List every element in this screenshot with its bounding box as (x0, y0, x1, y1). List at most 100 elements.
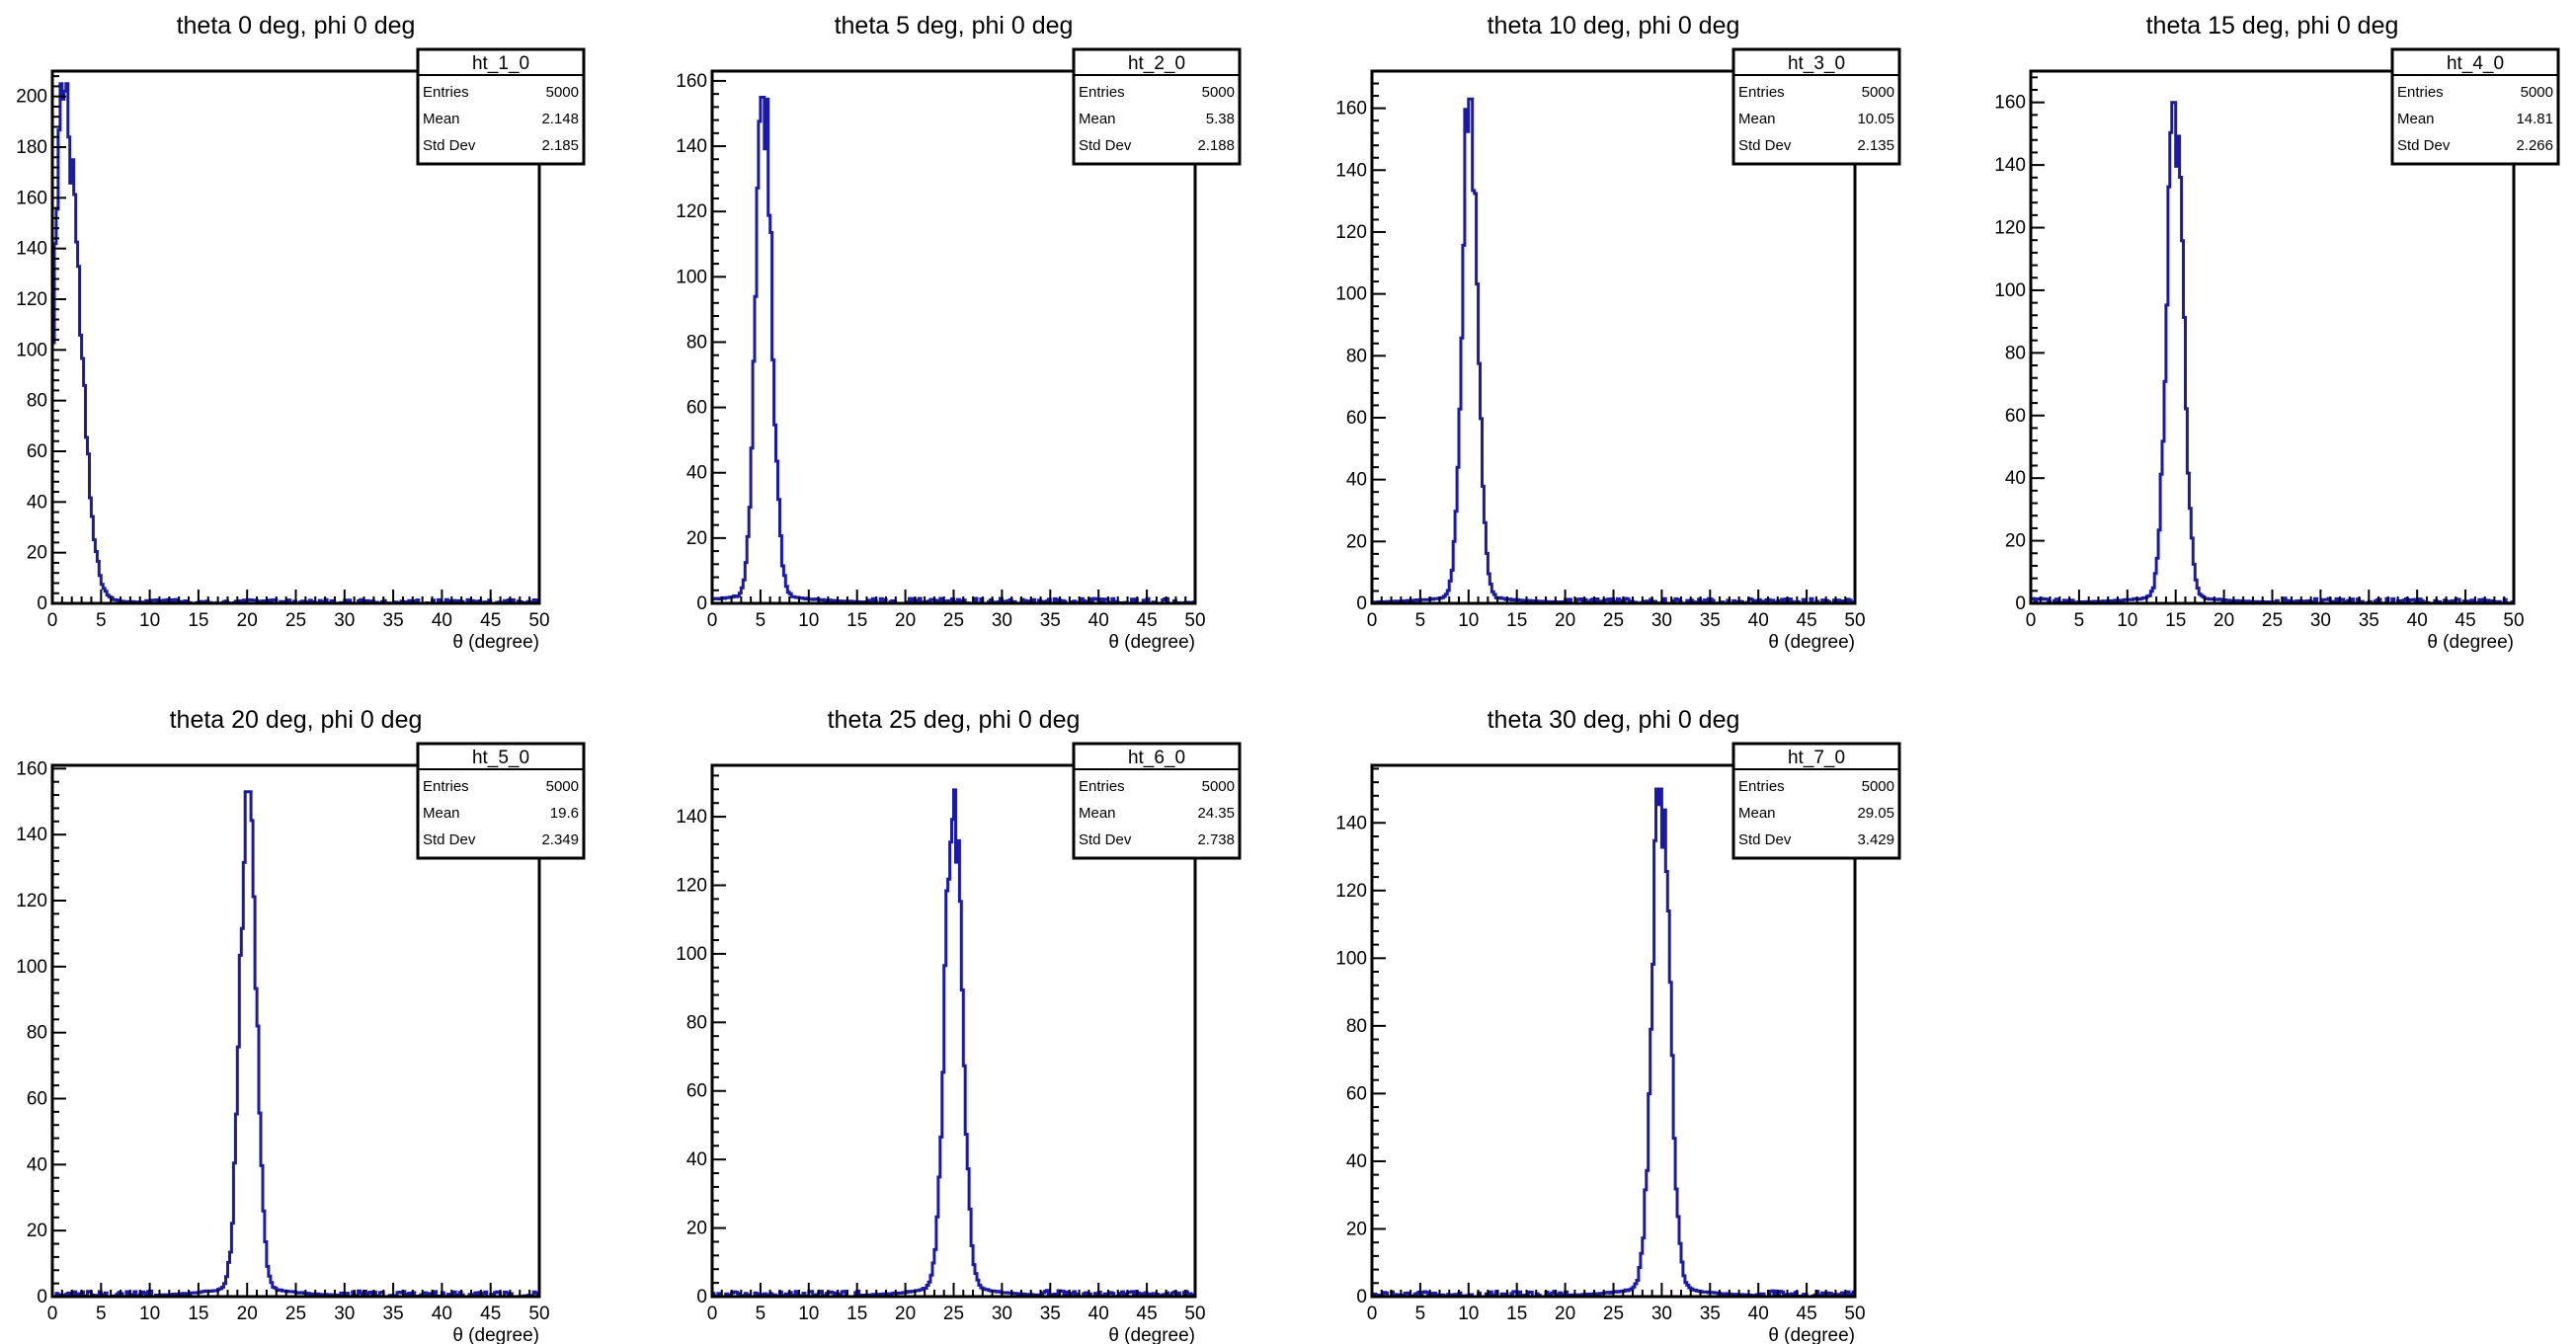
y-tick-label: 160 (16, 758, 47, 779)
y-tick-label: 140 (16, 825, 47, 845)
stat-label: Entries (1079, 778, 1125, 795)
x-tick-label: 35 (383, 1304, 404, 1324)
y-tick-label: 20 (27, 543, 47, 564)
histogram-name: ht_3_0 (1788, 53, 1845, 74)
y-tick-label: 60 (686, 398, 707, 419)
stat-value: 5000 (2521, 84, 2553, 101)
stat-label: Entries (423, 778, 469, 795)
chart-title: theta 10 deg, phi 0 deg (1488, 12, 1740, 40)
stat-value: 5000 (1862, 84, 1894, 101)
y-tick-label: 20 (2005, 531, 2026, 552)
chart-title: theta 30 deg, phi 0 deg (1488, 706, 1740, 734)
y-tick-label: 40 (686, 463, 707, 484)
x-tick-label: 45 (1797, 1304, 1817, 1324)
y-tick-label: 160 (16, 188, 47, 208)
stat-value: 2.148 (541, 111, 579, 127)
x-tick-label: 50 (2503, 610, 2524, 631)
y-tick-label: 40 (1346, 1151, 1367, 1172)
x-tick-label: 40 (1748, 1304, 1769, 1324)
x-tick-label: 15 (846, 1304, 867, 1324)
x-tick-label: 40 (432, 1304, 452, 1324)
x-tick-label: 40 (2407, 610, 2428, 631)
y-tick-label: 140 (676, 807, 707, 828)
y-tick-label: 120 (16, 289, 47, 310)
x-tick-label: 50 (1844, 610, 1865, 631)
y-tick-label: 20 (27, 1221, 47, 1241)
stats-box-frame (1072, 742, 1242, 860)
stat-value: 14.81 (2516, 111, 2553, 127)
x-tick-label: 45 (1797, 610, 1817, 631)
x-tick-label: 5 (756, 1304, 766, 1324)
y-tick-label: 40 (2005, 468, 2026, 489)
y-tick-label: 100 (1335, 284, 1367, 305)
stat-value: 2.266 (2516, 137, 2553, 154)
stat-label: Std Dev (1079, 137, 1132, 154)
histogram-line (710, 788, 1195, 1299)
stats-box-frame (416, 47, 586, 166)
y-tick-label: 60 (1346, 1083, 1367, 1104)
x-tick-label: 25 (285, 610, 306, 631)
x-tick-label: 50 (528, 610, 549, 631)
x-tick-label: 5 (2074, 610, 2085, 631)
chart-title: theta 15 deg, phi 0 deg (2146, 12, 2399, 40)
x-tick-label: 45 (1137, 610, 1158, 631)
histogram-panel-ht_5_0: theta 20 deg, phi 0 deg 0 5 10 15 20 25 30 35 40 4… (16, 706, 586, 1344)
y-tick-label: 140 (1335, 160, 1367, 181)
x-tick-label: 30 (992, 1304, 1012, 1324)
x-tick-label: 50 (1184, 610, 1205, 631)
histogram-panel-ht_3_0: theta 10 deg, phi 0 deg 0 5 10 15 20 25 30 35 40 4… (1335, 12, 1901, 653)
y-tick-label: 160 (676, 71, 707, 92)
y-tick-label: 100 (1335, 948, 1367, 969)
stat-value: 29.05 (1857, 805, 1894, 822)
y-tick-label: 0 (2015, 593, 2026, 614)
x-tick-label: 0 (2026, 610, 2037, 631)
stat-value: 2.185 (541, 137, 579, 154)
stat-value: 2.135 (1857, 137, 1894, 154)
stat-value: 24.35 (1197, 805, 1235, 822)
y-tick-label: 0 (696, 1287, 707, 1307)
x-tick-label: 50 (528, 1304, 549, 1324)
x-tick-label: 0 (47, 1304, 58, 1324)
x-tick-label: 30 (1651, 610, 1672, 631)
stats-box-frame (416, 742, 586, 860)
x-tick-label: 20 (2214, 610, 2234, 631)
x-tick-label: 10 (139, 610, 160, 631)
stat-label: Mean (423, 111, 460, 127)
y-tick-label: 100 (16, 340, 47, 360)
y-tick-label: 60 (27, 441, 47, 462)
y-tick-label: 80 (2005, 343, 2026, 363)
stat-value: 19.6 (550, 805, 579, 822)
histogram-name: ht_6_0 (1128, 748, 1185, 768)
x-tick-label: 45 (480, 1304, 501, 1324)
x-tick-label: 10 (2117, 610, 2137, 631)
y-tick-label: 0 (696, 593, 707, 614)
x-axis-label: θ (degree) (1108, 632, 1195, 653)
x-tick-label: 15 (1506, 610, 1527, 631)
stat-label: Entries (1079, 84, 1125, 101)
stat-value: 5000 (1202, 84, 1235, 101)
stat-label: Mean (1738, 111, 1776, 127)
y-tick-label: 80 (1346, 1016, 1367, 1037)
y-tick-label: 60 (1346, 408, 1367, 429)
x-tick-label: 10 (798, 1304, 819, 1324)
stat-label: Std Dev (1738, 137, 1792, 154)
x-tick-label: 40 (1748, 610, 1769, 631)
x-tick-label: 5 (96, 610, 107, 631)
chart-title: theta 20 deg, phi 0 deg (170, 706, 423, 734)
x-tick-label: 0 (707, 610, 718, 631)
x-tick-label: 40 (432, 610, 452, 631)
stats-box-frame (1731, 47, 1901, 166)
y-tick-label: 100 (16, 957, 47, 978)
stat-value: 5000 (546, 84, 579, 101)
x-tick-label: 45 (2455, 610, 2476, 631)
x-tick-label: 30 (992, 610, 1012, 631)
y-tick-label: 40 (686, 1149, 707, 1170)
x-tick-label: 45 (480, 610, 501, 631)
stats-box-frame (1731, 742, 1901, 860)
y-tick-label: 20 (686, 1219, 707, 1239)
y-tick-label: 120 (676, 201, 707, 222)
chart-title: theta 5 deg, phi 0 deg (835, 12, 1074, 40)
stat-value: 2.188 (1197, 137, 1235, 154)
